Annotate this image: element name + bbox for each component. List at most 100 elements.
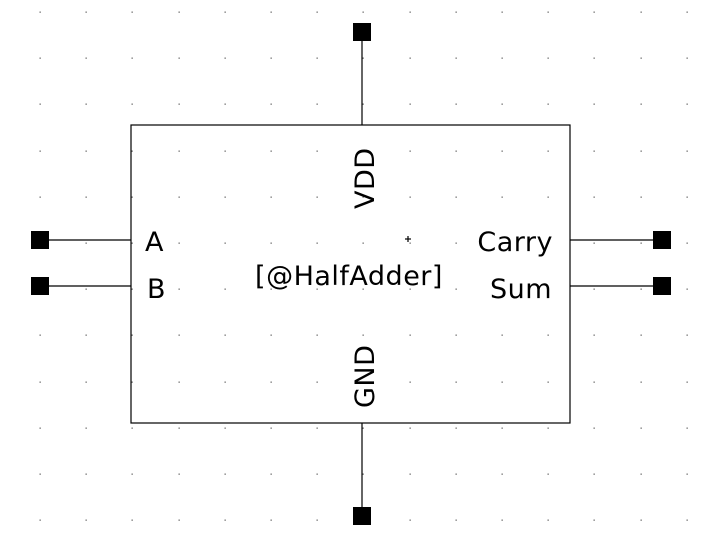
grid-dot <box>593 381 595 383</box>
grid-dot <box>39 57 41 59</box>
pin-carry-label: Carry <box>477 227 553 258</box>
grid-dot <box>270 427 272 429</box>
grid-dot <box>131 427 133 429</box>
grid-dot <box>409 427 411 429</box>
pin-vdd-terminal[interactable] <box>353 23 371 41</box>
grid-dot <box>455 57 457 59</box>
pin-carry-terminal[interactable] <box>653 231 671 249</box>
grid-dot <box>85 103 87 105</box>
grid-dot <box>547 150 549 152</box>
pin-b[interactable]: B <box>31 274 166 305</box>
grid-dot <box>270 150 272 152</box>
pin-b-terminal[interactable] <box>31 277 49 295</box>
grid-dot <box>686 288 688 290</box>
grid-dot <box>85 150 87 152</box>
grid-dot <box>178 288 180 290</box>
grid-dot <box>409 103 411 105</box>
pin-carry[interactable]: Carry <box>477 227 671 258</box>
grid-dot <box>316 519 318 521</box>
grid-dot <box>270 288 272 290</box>
pin-gnd[interactable]: GND <box>350 345 381 525</box>
grid-dot <box>362 288 364 290</box>
grid-dot <box>686 103 688 105</box>
grid-dot <box>547 381 549 383</box>
pin-a-label: A <box>145 227 164 258</box>
grid-dot <box>547 473 549 475</box>
symbol-body[interactable] <box>130 124 571 424</box>
grid-dot <box>409 242 411 244</box>
grid-dot <box>224 519 226 521</box>
grid-dot <box>455 242 457 244</box>
grid-dot <box>316 196 318 198</box>
grid-dot <box>224 334 226 336</box>
grid-dot <box>362 242 364 244</box>
grid-dot <box>316 288 318 290</box>
grid-dot <box>178 334 180 336</box>
grid-dot <box>316 381 318 383</box>
grid-dot <box>593 103 595 105</box>
grid-dot <box>224 57 226 59</box>
grid-dot <box>501 103 503 105</box>
pin-a-terminal[interactable] <box>31 231 49 249</box>
grid-dot <box>131 473 133 475</box>
grid-dot <box>39 381 41 383</box>
grid-dot <box>455 103 457 105</box>
grid-dot <box>362 427 364 429</box>
grid-dot <box>593 427 595 429</box>
grid-dot <box>686 427 688 429</box>
grid-dot <box>593 288 595 290</box>
grid-dot <box>131 242 133 244</box>
grid-dot <box>270 11 272 13</box>
grid-dot <box>270 242 272 244</box>
grid-dot <box>547 11 549 13</box>
grid-dot <box>224 11 226 13</box>
grid-dot <box>686 519 688 521</box>
pin-vdd[interactable]: VDD <box>350 23 381 209</box>
grid-dot <box>85 427 87 429</box>
grid-dot <box>270 334 272 336</box>
grid-dot <box>39 334 41 336</box>
grid-dot <box>39 196 41 198</box>
grid-dot <box>362 150 364 152</box>
grid-dot <box>362 103 364 105</box>
grid-dot <box>178 196 180 198</box>
pin-gnd-label: GND <box>350 345 381 408</box>
grid-dot <box>501 288 503 290</box>
grid-dot <box>640 242 642 244</box>
grid-dot <box>455 381 457 383</box>
grid-dot <box>362 196 364 198</box>
grid-dot <box>455 196 457 198</box>
grid-dot <box>409 57 411 59</box>
grid-dot <box>640 288 642 290</box>
grid-dot <box>501 519 503 521</box>
grid-dot <box>316 242 318 244</box>
grid-dot <box>270 473 272 475</box>
grid-dot <box>224 242 226 244</box>
grid-dot <box>455 519 457 521</box>
grid-dot <box>501 57 503 59</box>
grid-dot <box>316 11 318 13</box>
grid-dot <box>455 11 457 13</box>
pin-sum-terminal[interactable] <box>653 277 671 295</box>
grid-dot <box>409 150 411 152</box>
grid-dot <box>85 57 87 59</box>
grid-dot <box>455 288 457 290</box>
pin-gnd-terminal[interactable] <box>353 507 371 525</box>
grid-dot <box>224 427 226 429</box>
grid-dot <box>224 103 226 105</box>
grid-dot <box>224 196 226 198</box>
grid-dots <box>39 11 688 521</box>
grid-dot <box>131 381 133 383</box>
grid-dot <box>640 103 642 105</box>
grid-dot <box>224 288 226 290</box>
grid-dot <box>455 334 457 336</box>
grid-dot <box>686 57 688 59</box>
grid-dot <box>39 11 41 13</box>
grid-dot <box>178 381 180 383</box>
grid-dot <box>85 334 87 336</box>
grid-dot <box>686 150 688 152</box>
pin-a[interactable]: A <box>31 227 164 258</box>
grid-dot <box>270 196 272 198</box>
grid-dot <box>316 427 318 429</box>
pin-sum[interactable]: Sum <box>490 274 671 305</box>
